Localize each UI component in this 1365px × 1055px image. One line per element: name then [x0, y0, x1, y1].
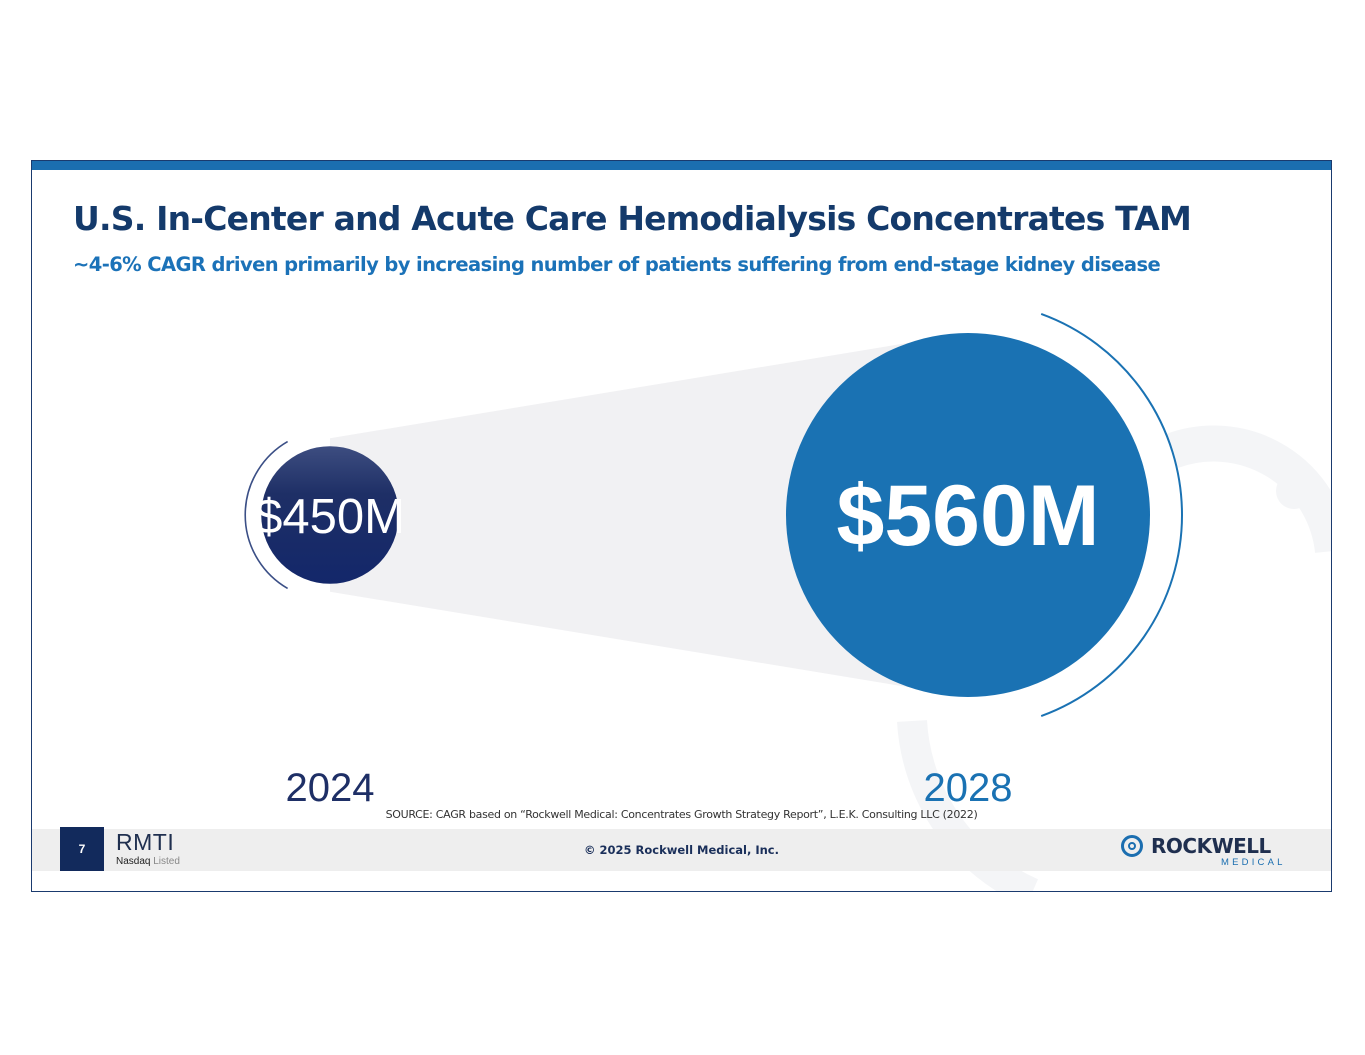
bubble-2028	[786, 333, 1150, 697]
page-number: 7	[60, 827, 104, 871]
value-label-2024: $450M	[255, 490, 405, 544]
bubble-ring-2028	[1040, 312, 1183, 718]
category-label-2028: 2028	[924, 766, 1013, 810]
top-accent-bar	[32, 161, 1331, 170]
listed-exchange: Nasdaq	[116, 856, 151, 867]
growth-cone	[330, 333, 968, 697]
copyright: © 2025 Rockwell Medical, Inc.	[583, 843, 779, 857]
ticker-symbol: RMTI	[116, 829, 175, 855]
footer-bar	[32, 829, 1331, 871]
value-label-2028: $560M	[837, 468, 1100, 564]
logo-subtext: MEDICAL	[1221, 857, 1286, 868]
slide-subtitle: ~4-6% CAGR driven primarily by increasin…	[73, 253, 1161, 276]
nasdaq-listed: Nasdaq Listed	[116, 856, 180, 867]
company-logo: ROCKWELL MEDICAL	[1121, 833, 1301, 869]
slide: $450M $560M 2024 2028 U.S. In-Center and…	[31, 160, 1332, 892]
tam-chart: $450M $560M 2024 2028	[244, 312, 1331, 891]
listed-suffix: Listed	[150, 856, 180, 867]
category-label-2024: 2024	[286, 766, 375, 810]
slide-title: U.S. In-Center and Acute Care Hemodialys…	[73, 199, 1192, 238]
bubble-ring-2024	[244, 440, 289, 590]
logo-ring-icon	[1121, 835, 1143, 857]
source-note: SOURCE: CAGR based on “Rockwell Medical:…	[385, 808, 978, 821]
logo-wordmark: ROCKWELL	[1151, 834, 1271, 858]
bubble-2024	[261, 446, 399, 584]
watermark-arcs	[897, 425, 1331, 891]
